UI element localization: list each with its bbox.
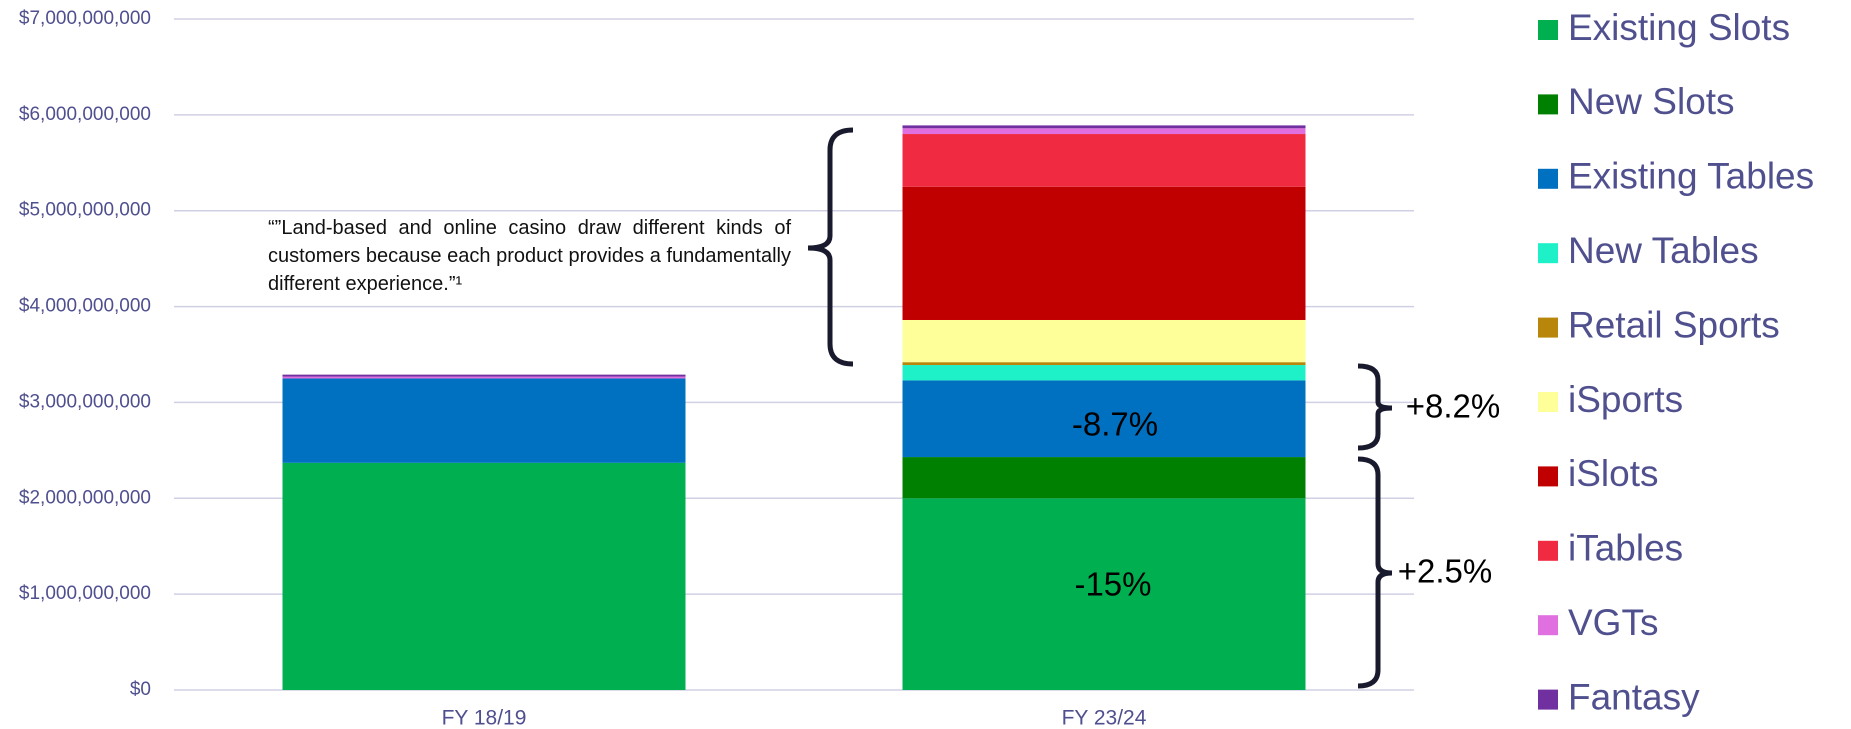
y-tick-label: $1,000,000,000 (19, 583, 151, 604)
annotation: +2.5% (1398, 553, 1493, 590)
braces (807, 127, 1393, 689)
quote: “”Land-based and online casino draw diff… (268, 217, 791, 295)
legend-label: New Tables (1568, 230, 1759, 271)
bar-segment (282, 462, 686, 690)
bar-segment (282, 376, 686, 379)
legend-swatch (1538, 243, 1558, 264)
legend-swatch (1538, 540, 1558, 561)
bar-segment (902, 319, 1306, 363)
legend-label: iTables (1568, 528, 1683, 569)
bar-segment (902, 186, 1306, 320)
brace (1357, 456, 1393, 689)
legend-label: VGTs (1568, 602, 1658, 643)
brace (807, 127, 854, 367)
legend-label: Fantasy (1568, 676, 1700, 717)
bar-segment (902, 125, 1306, 129)
bar-segment (902, 380, 1306, 458)
y-tick-label: $0 (130, 679, 151, 700)
legend-swatch (1538, 466, 1558, 487)
legend-label: iSlots (1568, 453, 1658, 494)
legend-swatch (1538, 20, 1558, 40)
legend-swatch (1538, 168, 1558, 189)
x-tick-label: FY 23/24 (1062, 707, 1147, 729)
bar-segment (902, 128, 1306, 135)
y-tick-label: $4,000,000,000 (19, 296, 151, 317)
brace (1357, 363, 1393, 451)
y-tick-label: $6,000,000,000 (19, 104, 151, 125)
bar-segment (282, 374, 686, 377)
legend-label: Retail Sports (1568, 304, 1780, 345)
legend-label: New Slots (1568, 81, 1735, 122)
legend-label: Existing Slots (1568, 7, 1790, 48)
annotation: +8.2% (1406, 388, 1501, 425)
legend-label: iSports (1568, 379, 1683, 420)
bar-segment (282, 378, 686, 463)
legend-label: Existing Tables (1568, 156, 1814, 197)
legend-swatch (1538, 317, 1558, 338)
y-tick-label: $2,000,000,000 (19, 487, 151, 508)
bar-segment (902, 457, 1306, 499)
y-tick-label: $3,000,000,000 (19, 391, 151, 412)
bar-segment (902, 362, 1306, 366)
annotation: -8.7% (1072, 406, 1158, 443)
bar-segment (902, 498, 1306, 690)
x-tick-label: FY 18/19 (442, 707, 527, 729)
plot: $0 $1,000,000,000 $2,000,000,000 $3,000,000… (19, 7, 1814, 729)
bar-segment (902, 134, 1306, 187)
legend-swatch (1538, 615, 1558, 636)
legend-swatch (1538, 392, 1558, 412)
y-tick-label: $5,000,000,000 (19, 200, 151, 221)
bar-segment (902, 365, 1306, 381)
annotation: -15% (1074, 566, 1151, 603)
legend-swatch (1538, 94, 1558, 115)
y-tick-label: $7,000,000,000 (19, 8, 151, 29)
legend-swatch (1538, 689, 1558, 710)
